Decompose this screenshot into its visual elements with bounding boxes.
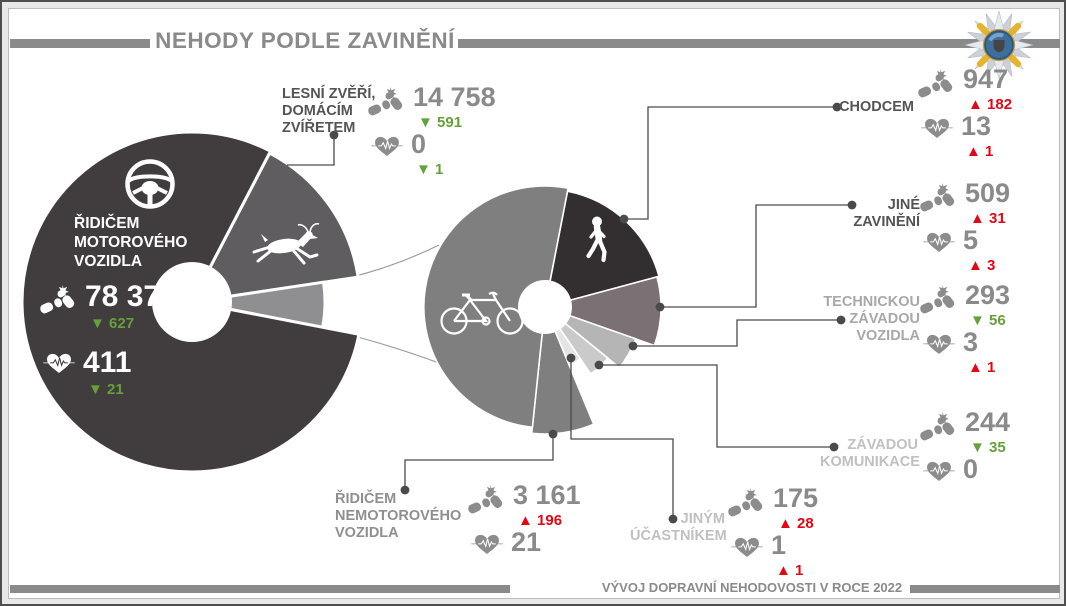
accidents-count: 293 (965, 280, 1011, 310)
car-crash-icon (918, 68, 956, 99)
deaths-count: 1 (771, 530, 787, 560)
heart-pulse-icon (922, 231, 956, 254)
stats-road-defect: 244 ▼ 35 0 (920, 409, 1010, 503)
footer-bar-right (910, 585, 1060, 593)
accidents-delta: ▲ 28 (778, 515, 814, 532)
deaths-count: 411 (83, 346, 132, 379)
accidents-delta: ▲ 196 (518, 512, 563, 529)
accidents-count: 509 (965, 178, 1011, 208)
car-crash-icon (728, 487, 766, 518)
deer-icon (252, 222, 320, 265)
deaths-count: 21 (511, 527, 542, 557)
accidents-count: 947 (963, 64, 1009, 94)
deaths-count: 5 (963, 225, 979, 255)
accidents-count: 175 (773, 483, 819, 513)
label-nonmotor-driver: ŘIDIČEM NEMOTOROVÉHO VOZIDLA (335, 491, 462, 541)
title-bar-left (10, 39, 150, 48)
deaths-delta: ▼ 21 (88, 381, 124, 398)
deaths-delta: ▲ 1 (968, 359, 996, 376)
label-other-participant: JINÝM ÚČASTNÍKEM (630, 511, 727, 544)
car-crash-icon (920, 411, 958, 442)
deaths-count: 0 (963, 454, 979, 484)
title-bar-right (458, 39, 1060, 48)
accidents-delta: ▼ 591 (418, 114, 463, 131)
heart-pulse-icon (920, 117, 954, 140)
donut-slice-nemotor-exploded (530, 306, 595, 435)
deaths-delta: ▲ 1 (776, 562, 804, 579)
car-crash-icon (920, 284, 958, 315)
police-badge-icon (964, 10, 1034, 80)
donut-hole (152, 262, 232, 342)
accidents-delta: ▲ 182 (968, 96, 1013, 113)
deaths-count: 3 (963, 327, 979, 357)
accidents-delta: ▲ 31 (970, 210, 1006, 227)
donut-slice-lesni (189, 150, 360, 304)
page-title: NEHODY PODLE ZAVINĚNÍ (155, 28, 455, 53)
deaths-delta: ▲ 3 (968, 257, 996, 274)
stats-pedestrian: 947 ▲ 182 13 ▲ 1 (918, 66, 1012, 160)
deaths-count: 13 (961, 111, 992, 141)
donut-slice-technickou (544, 306, 637, 369)
stats-other-fault: 509 ▲ 31 5 ▲ 3 (920, 180, 1010, 274)
deaths-delta: ▲ 1 (966, 143, 994, 160)
donut-all-accidents (20, 130, 361, 474)
footer-bar-left (10, 585, 510, 593)
car-crash-icon (40, 284, 78, 315)
leader-lines (287, 106, 850, 517)
heart-pulse-icon (922, 333, 956, 356)
label-road-defect: ZÁVADOU KOMUNIKACE (820, 437, 920, 470)
car-crash-icon (468, 484, 506, 515)
heart-pulse-icon (730, 536, 764, 559)
bicycle-icon (440, 291, 524, 335)
stats-other-participant: 175 ▲ 28 1 ▲ 1 (728, 485, 818, 579)
heart-pulse-icon (370, 135, 404, 158)
stats-motor-driver: 78 373 ▼ 627 411 ▼ 21 (40, 282, 177, 414)
label-wild-animals: LESNÍ ZVĚŘÍ, DOMÁCÍM ZVÍŘETEM (282, 86, 376, 136)
donut-other-causes (423, 185, 662, 435)
label-motor-driver: ŘIDIČEM MOTOROVÉHO VOZIDLA (74, 215, 188, 270)
car-crash-icon (920, 182, 958, 213)
label-technical-defect: TECHNICKOU ZÁVADOU VOZIDLA (823, 294, 920, 344)
stats-wild-animals: 14 758 ▼ 591 0 ▼ 1 (368, 84, 496, 178)
deaths-delta: ▼ 1 (416, 161, 444, 178)
footer-title: VÝVOJ DOPRAVNÍ NEHODOVOSTI V ROCE 2022 (601, 580, 903, 595)
label-other-fault: JINÉ ZAVINĚNÍ (853, 197, 920, 230)
pedestrian-icon (586, 216, 607, 263)
steering-wheel-icon (125, 159, 175, 209)
deaths-count: 0 (411, 129, 427, 159)
leader-dots (329, 102, 857, 524)
heart-pulse-icon (922, 460, 956, 483)
accidents-count: 14 758 (413, 82, 496, 112)
accidents-delta: ▼ 56 (970, 312, 1006, 329)
accidents-count: 244 (965, 407, 1011, 437)
donut-slice-nemotor (423, 185, 570, 429)
label-pedestrian: CHODCEM (839, 99, 914, 115)
heart-pulse-icon (470, 533, 504, 556)
donut-hole (518, 280, 572, 334)
heart-pulse-icon (42, 352, 76, 375)
car-crash-icon (368, 86, 406, 117)
stats-nonmotor-driver: 3 161 ▲ 196 21 (468, 482, 581, 576)
accidents-count: 3 161 (513, 480, 581, 510)
accidents-delta: ▼ 35 (970, 439, 1006, 456)
accidents-delta: ▼ 627 (90, 315, 135, 332)
accidents-count: 78 373 (85, 280, 177, 313)
stats-technical-defect: 293 ▼ 56 3 ▲ 1 (920, 282, 1010, 376)
